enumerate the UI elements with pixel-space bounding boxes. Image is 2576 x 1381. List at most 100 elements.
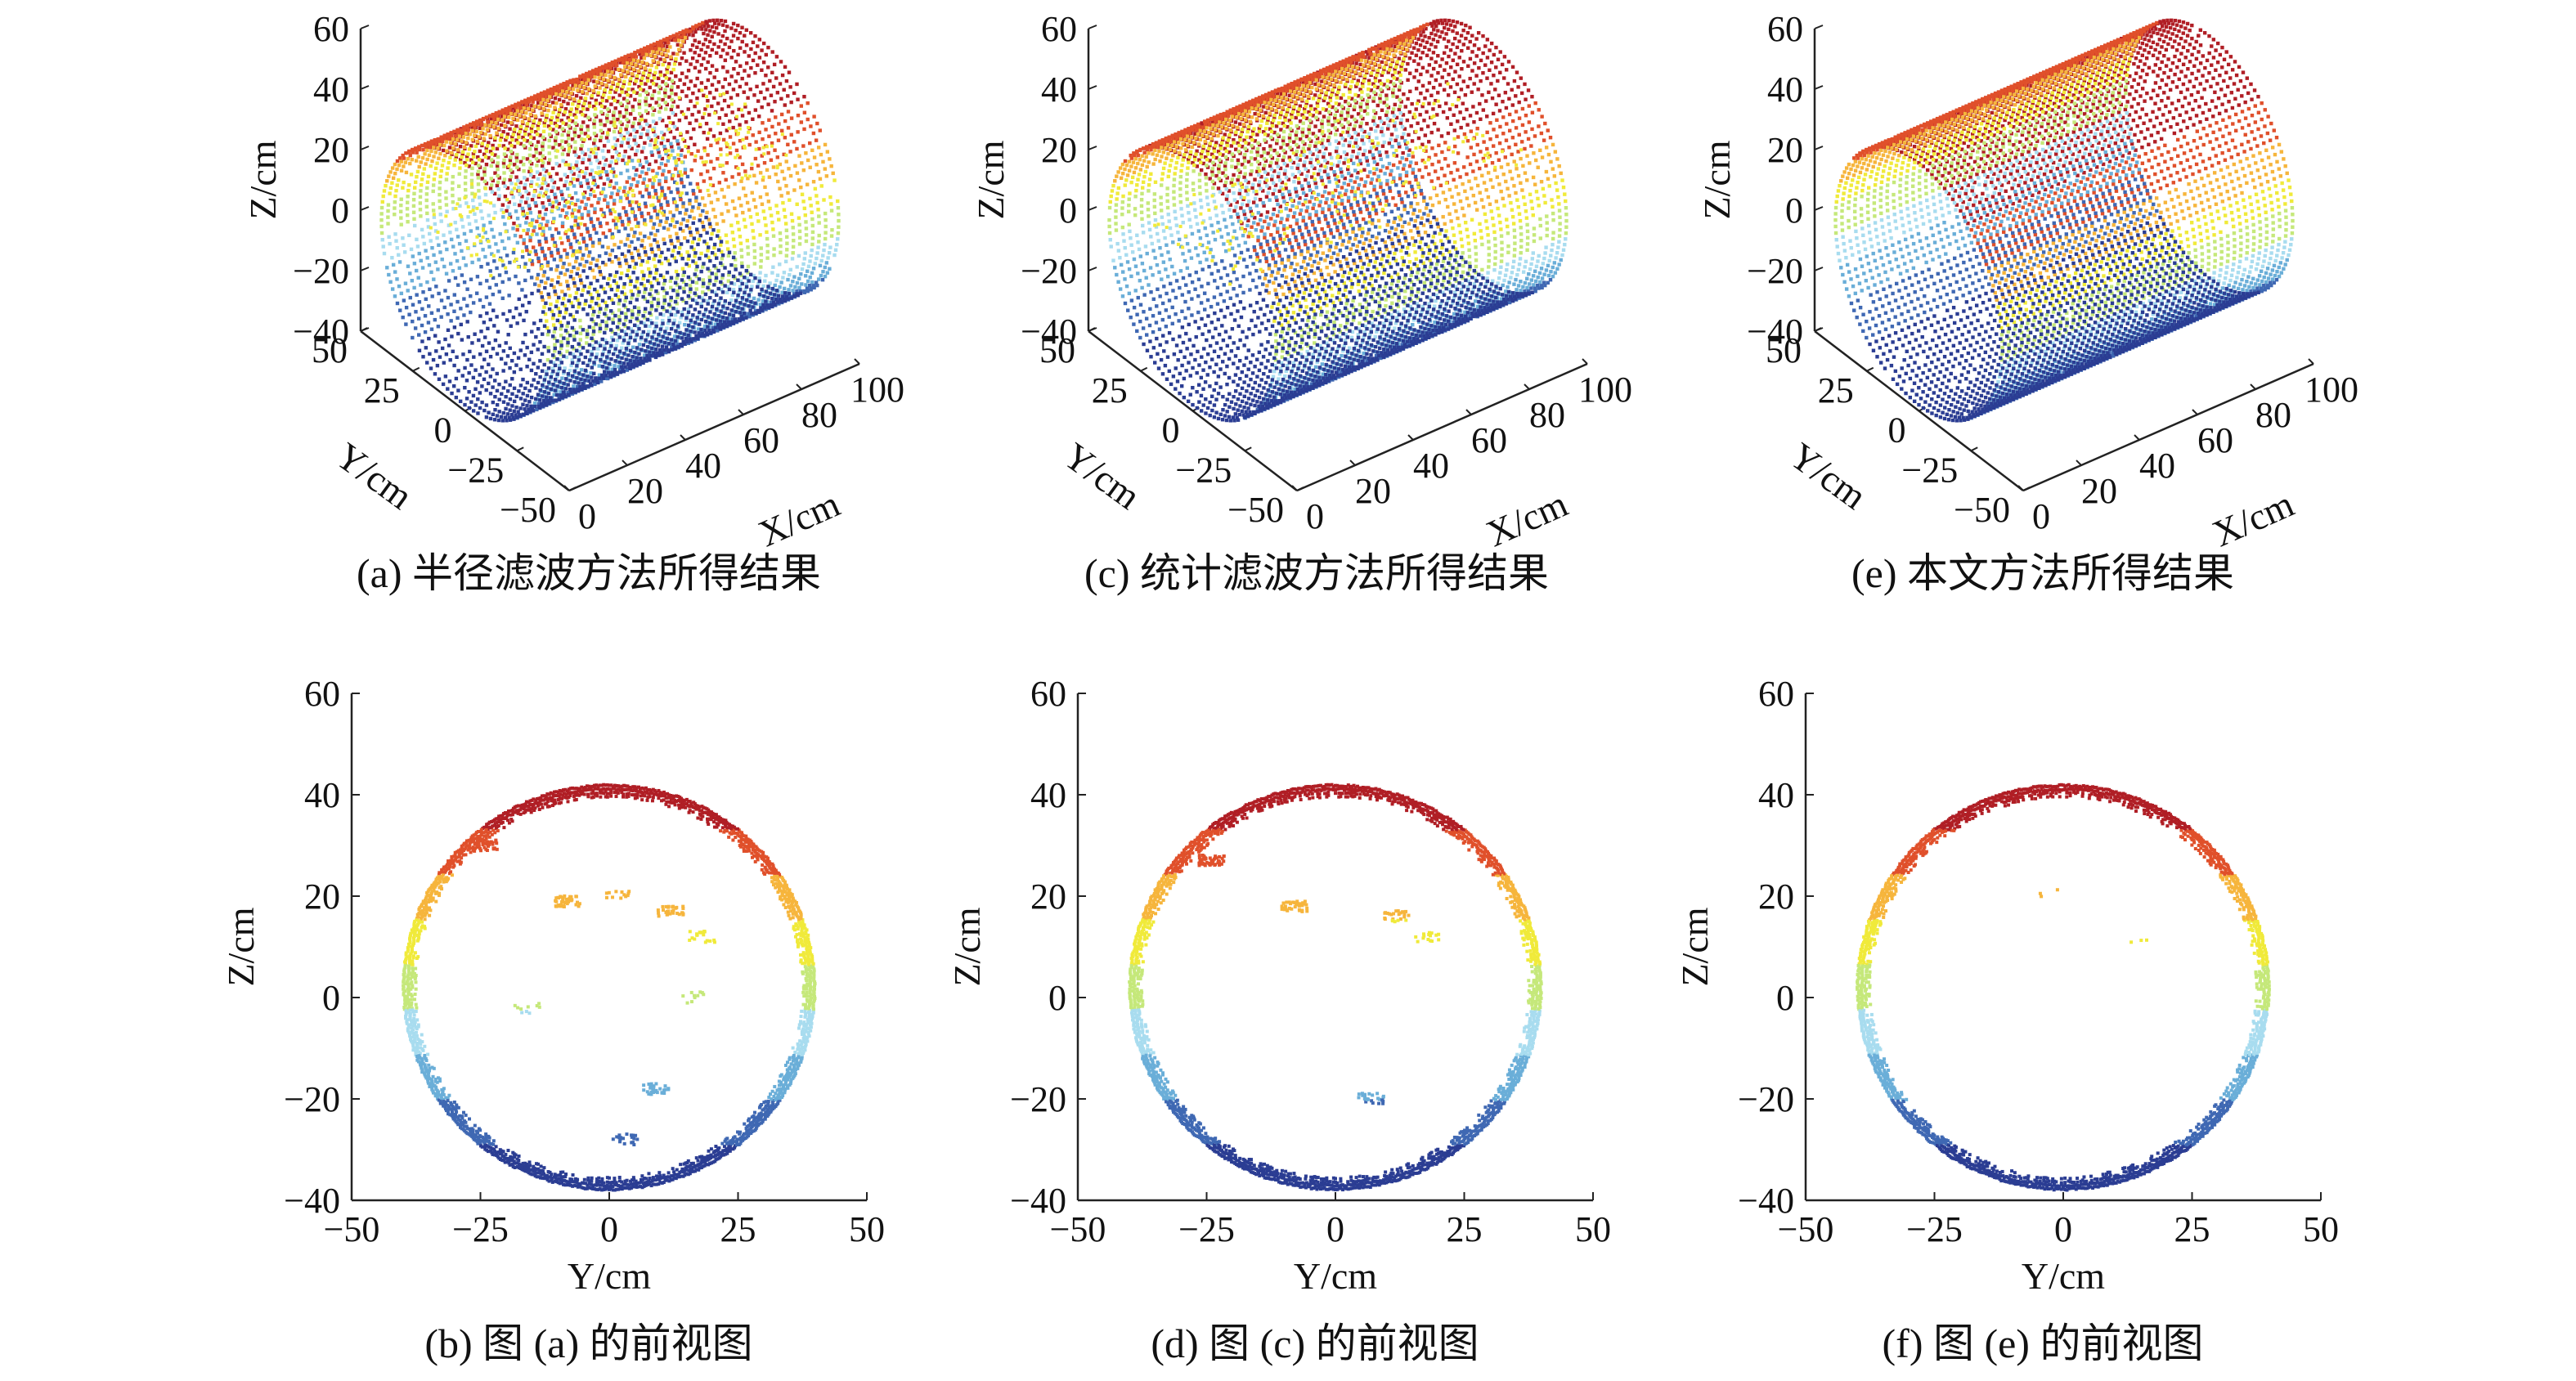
point [597,76,601,80]
point [647,162,652,167]
point [541,147,545,152]
point [570,137,575,141]
point [595,217,600,222]
point [747,54,751,58]
point [645,132,649,137]
point [679,242,684,246]
point [682,51,686,55]
point [582,284,586,289]
point [651,185,655,189]
point [584,247,589,251]
point [562,99,566,104]
point [644,119,648,123]
point [457,266,462,271]
point [775,210,780,215]
point [599,307,603,311]
point [637,84,641,89]
point [577,174,581,178]
point [541,205,545,209]
point [644,155,648,160]
point [622,82,626,86]
point [652,351,656,355]
noise-point [618,199,622,203]
point [588,192,593,197]
point [607,349,612,354]
point [660,156,665,161]
point [652,108,657,112]
point [464,379,469,383]
point [779,96,783,101]
point [770,286,774,291]
point [604,365,609,370]
point [724,322,728,327]
point [568,126,572,130]
point [388,241,392,246]
point [588,304,592,308]
point [741,210,745,215]
point [561,121,565,125]
point [765,303,770,307]
point [613,313,617,318]
point [608,212,613,216]
point [592,371,596,376]
point [536,94,541,98]
point [470,137,475,142]
point [739,179,743,183]
point [574,365,579,370]
point [446,328,451,332]
point [588,382,593,386]
point [611,113,616,117]
point [509,155,513,159]
point [551,334,555,339]
point [579,124,584,128]
point [635,316,639,321]
point [451,244,456,249]
point [715,307,719,312]
point [689,318,693,323]
point [606,139,611,143]
point [565,349,569,354]
point [438,192,442,197]
point [702,43,706,47]
point [695,264,699,269]
point [496,187,500,191]
point [513,112,518,117]
point [505,208,509,213]
point [463,385,467,390]
point [544,169,549,173]
point [689,230,693,235]
point [712,42,716,47]
point [550,178,554,182]
point [672,256,677,260]
point [612,170,616,174]
point [577,101,581,105]
point [714,87,719,92]
point [577,274,582,278]
point [438,151,442,156]
point [572,130,577,134]
point [784,159,788,164]
point [382,189,387,193]
point [626,249,631,253]
point [720,212,724,216]
point [506,236,511,240]
point [815,163,819,167]
point [484,146,488,150]
point [545,357,550,362]
point [564,90,569,94]
point [522,144,526,148]
point [698,189,702,193]
point [637,326,641,331]
noise-point [738,127,742,131]
point [686,275,691,280]
point [648,311,652,316]
point [635,249,640,253]
point [449,303,453,307]
point [431,189,435,194]
point [724,177,728,182]
point [640,281,644,286]
point [600,373,604,378]
x-tick-label: 0 [578,496,596,536]
point [446,387,450,391]
point [588,72,592,76]
